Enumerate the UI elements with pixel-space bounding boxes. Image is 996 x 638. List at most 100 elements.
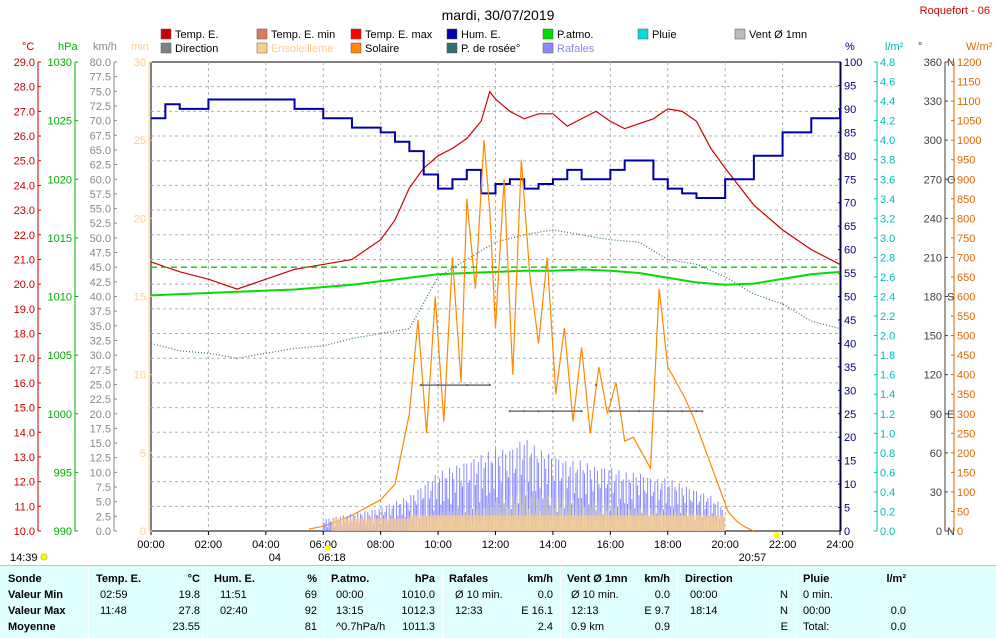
footer-separator bbox=[795, 566, 796, 638]
series-p-atmo bbox=[150, 268, 841, 297]
direction-cardinal: N bbox=[947, 57, 955, 69]
wind-axis-tick-label: 5.0 bbox=[96, 497, 111, 509]
wind-axis-tick-label: 47.5 bbox=[90, 248, 111, 260]
rain-axis-tick-label: 1.0 bbox=[880, 428, 895, 440]
rain-axis-tick-label: 0.4 bbox=[880, 487, 895, 499]
wind-axis-tick-label: 52.5 bbox=[90, 218, 111, 230]
x-tick-label: 06:00 bbox=[309, 539, 337, 551]
pressure-axis-tick-label: 1015 bbox=[48, 233, 72, 245]
ensoleilleme-bar bbox=[667, 515, 697, 531]
unit-label-direction: ° bbox=[918, 41, 922, 53]
temp-axis-tick-label: 12.0 bbox=[14, 477, 35, 489]
temp-axis-tick-label: 23.0 bbox=[14, 205, 35, 217]
humidity-axis-tick-label: 80 bbox=[844, 151, 856, 163]
footer-pressure-time: ^0.7hPa/h bbox=[336, 621, 386, 633]
humidity-axis-tick-label: 65 bbox=[844, 221, 856, 233]
footer-header-rain: Pluie bbox=[803, 573, 830, 585]
left-time-label: 14:39 bbox=[10, 552, 38, 564]
wind-axis-tick-label: 40.0 bbox=[90, 292, 111, 304]
sunset-time-label: 20:57 bbox=[739, 552, 767, 564]
summary-table: Sonde Temp. E. °C Hum. E.% P.atmo. hPa Rafales… bbox=[0, 565, 996, 638]
legend-swatch bbox=[542, 28, 554, 40]
direction-axis-tick-label: 180 bbox=[924, 292, 942, 304]
footer-header-gusts: Rafales bbox=[449, 573, 489, 585]
legend-label: Vent Ø 1mn bbox=[749, 29, 807, 41]
solar-axis-tick-label: 450 bbox=[957, 350, 975, 362]
unit-label-wind: km/h bbox=[93, 41, 117, 53]
x-tick-label: 12:00 bbox=[482, 539, 510, 551]
legend-swatch bbox=[446, 42, 458, 54]
x-tick-label: 00:00 bbox=[137, 539, 165, 551]
legend-label: Direction bbox=[175, 43, 218, 55]
footer-wind-value: E 9.7 bbox=[644, 605, 670, 617]
footer-separator bbox=[442, 566, 443, 638]
footer-hum-time: 11:51 bbox=[220, 589, 247, 601]
legend-label: P.atmo. bbox=[557, 29, 594, 41]
wind-axis-tick-label: 75.0 bbox=[90, 86, 111, 98]
solar-axis-tick-label: 950 bbox=[957, 155, 975, 167]
humidity-axis-tick-label: 85 bbox=[844, 127, 856, 139]
footer-row-label: Moyenne bbox=[8, 621, 56, 633]
wind-axis-tick-label: 80.0 bbox=[90, 57, 111, 69]
solar-axis-tick-label: 750 bbox=[957, 233, 975, 245]
wind-axis-tick-label: 7.5 bbox=[96, 482, 111, 494]
direction-axis-tick-label: 30 bbox=[930, 487, 942, 499]
footer-hum-time: 02:40 bbox=[220, 605, 248, 617]
footer-wind-value: 0.0 bbox=[654, 589, 670, 601]
temp-axis-tick-label: 29.0 bbox=[14, 57, 35, 69]
humidity-axis-tick-label: 30 bbox=[844, 385, 856, 397]
rain-axis-tick-label: 1.4 bbox=[880, 389, 895, 401]
wind-axis-tick-label: 72.5 bbox=[90, 101, 111, 113]
humidity-axis-tick-label: 0 bbox=[844, 526, 850, 538]
ensoleilleme-bar bbox=[466, 515, 496, 531]
wind-axis-tick-label: 65.0 bbox=[90, 145, 111, 157]
pressure-axis-tick-label: 1025 bbox=[48, 116, 72, 128]
unit-label-temp: °C bbox=[22, 41, 34, 53]
legend-swatch bbox=[637, 28, 649, 40]
ensoleilleme-bar bbox=[438, 515, 467, 531]
footer-wind-time: 0.9 km bbox=[571, 621, 605, 633]
solar-axis-tick-label: 150 bbox=[957, 467, 975, 479]
footer-separator bbox=[560, 566, 561, 638]
humidity-axis-tick-label: 5 bbox=[844, 503, 850, 515]
sun-axis-tick-label: 10 bbox=[134, 370, 146, 382]
rain-axis-tick-label: 4.8 bbox=[880, 57, 895, 69]
humidity-axis-tick-label: 95 bbox=[844, 80, 856, 92]
rain-axis-tick-label: 2.4 bbox=[880, 292, 895, 304]
solar-axis-tick-label: 600 bbox=[957, 292, 975, 304]
ensoleilleme-bar bbox=[495, 515, 525, 531]
footer-temp-value: 23.55 bbox=[172, 621, 200, 633]
wind-axis-tick-label: 25.0 bbox=[90, 379, 111, 391]
pressure-axis-tick-label: 1005 bbox=[48, 350, 72, 362]
footer-separator bbox=[88, 566, 89, 638]
temp-axis-tick-label: 22.0 bbox=[14, 230, 35, 242]
footer-header-pressure-unit: hPa bbox=[414, 573, 435, 585]
humidity-axis-tick-label: 70 bbox=[844, 198, 856, 210]
direction-axis-tick-label: 300 bbox=[924, 135, 942, 147]
ensoleilleme-bar bbox=[639, 515, 668, 531]
footer-temp-time: 02:59 bbox=[100, 589, 128, 601]
solar-axis-tick-label: 1150 bbox=[957, 77, 981, 89]
unit-label-pressure: hPa bbox=[58, 41, 78, 53]
solar-axis-tick-label: 350 bbox=[957, 389, 975, 401]
rain-axis-tick-label: 3.0 bbox=[880, 233, 895, 245]
footer-header-pressure: P.atmo. bbox=[331, 573, 370, 585]
sunrise-icon bbox=[324, 545, 331, 551]
x-tick-label: 08:00 bbox=[367, 539, 395, 551]
legend-label: Rafales bbox=[557, 43, 595, 55]
rain-axis-tick-label: 4.0 bbox=[880, 135, 895, 147]
legend-label: Hum. E. bbox=[461, 29, 501, 41]
footer-rain-value: 0.0 bbox=[890, 621, 906, 633]
footer-direction-time: 00:00 bbox=[690, 589, 718, 601]
footer-rain-time: 0 min. bbox=[803, 589, 833, 601]
pressure-axis-tick-label: 1030 bbox=[48, 57, 72, 69]
humidity-axis-tick-label: 35 bbox=[844, 362, 856, 374]
wind-axis-tick-label: 30.0 bbox=[90, 350, 111, 362]
wind-axis-tick-label: 50.0 bbox=[90, 233, 111, 245]
direction-axis-tick-label: 330 bbox=[924, 96, 942, 108]
x-tick-label: 24:00 bbox=[826, 539, 854, 551]
footer-rain-time: 00:00 bbox=[803, 605, 831, 617]
rain-axis-tick-label: 1.2 bbox=[880, 409, 895, 421]
x-tick-label: 22:00 bbox=[769, 539, 797, 551]
wind-axis-tick-label: 55.0 bbox=[90, 204, 111, 216]
